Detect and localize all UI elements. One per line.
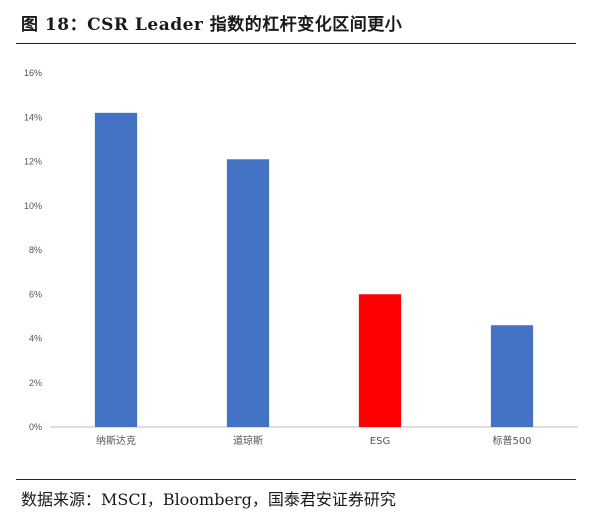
y-tick-label: 8% [29,245,42,255]
source-note: 数据来源：MSCI，Bloomberg，国泰君安证券研究 [21,490,396,509]
x-category-label: ESG [370,436,390,447]
y-axis-ticks: 0% 2% 4% 6% 8% 10% 12% 14% 16% [24,68,42,432]
bar [226,159,270,427]
y-tick-label: 14% [24,112,42,122]
y-tick-label: 2% [29,378,42,388]
x-category-label: 纳斯达克 [96,434,136,447]
y-tick-label: 16% [24,68,42,78]
bar [358,294,402,427]
bottom-rule [16,479,576,480]
bars [94,112,534,427]
y-tick-label: 6% [29,289,42,299]
x-category-label: 标普500 [492,434,531,447]
bar [490,325,534,427]
x-axis-categories: 纳斯达克 道琼斯 ESG 标普500 [96,434,532,447]
top-rule [16,43,576,44]
y-tick-label: 10% [24,201,42,211]
y-tick-label: 0% [29,422,42,432]
x-category-label: 道琼斯 [233,434,263,447]
y-tick-label: 12% [24,157,42,167]
y-tick-label: 4% [29,334,42,344]
bar [94,112,138,427]
figure-title: 图 18：CSR Leader 指数的杠杆变化区间更小 [21,15,403,35]
